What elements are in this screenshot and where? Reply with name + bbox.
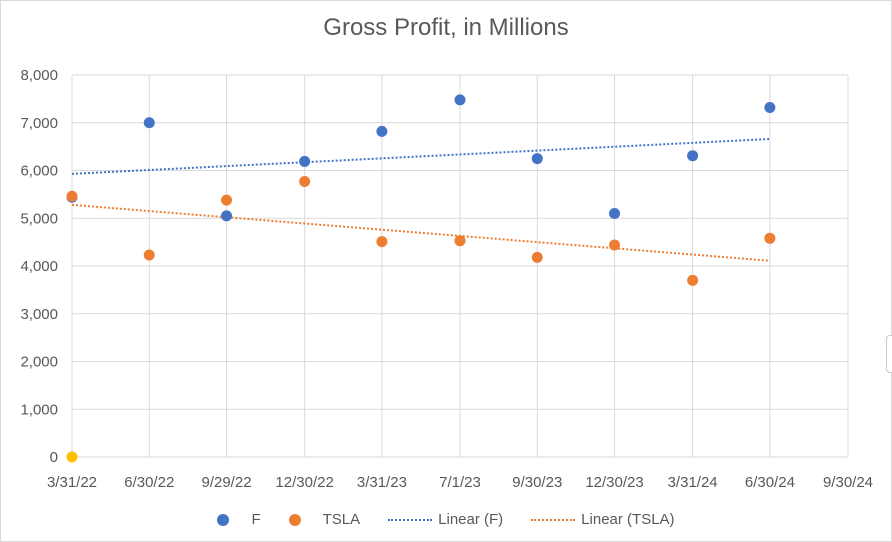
data-point xyxy=(143,117,155,129)
y-tick-label: 8,000 xyxy=(20,67,58,84)
data-point xyxy=(221,210,233,222)
legend-item-linear-tsla: Linear (TSLA) xyxy=(531,511,675,528)
legend-label-f: F xyxy=(251,511,261,528)
chart-title: Gross Profit, in Millions xyxy=(323,14,569,41)
data-point xyxy=(376,125,388,137)
x-tick-label: 9/30/23 xyxy=(512,474,562,491)
data-point xyxy=(66,451,78,463)
legend-label-linear-f: Linear (F) xyxy=(438,511,504,528)
data-point xyxy=(454,94,466,106)
data-point xyxy=(531,153,543,165)
y-tick-label: 5,000 xyxy=(20,210,58,227)
data-point xyxy=(764,232,776,244)
legend-item-f: F xyxy=(217,511,261,528)
x-tick-label: 12/30/23 xyxy=(585,474,643,491)
chart-legend: F TSLA Linear (F) Linear (TSLA) xyxy=(0,511,892,528)
data-point xyxy=(531,251,543,263)
data-point xyxy=(299,155,311,167)
legend-label-tsla: TSLA xyxy=(322,511,361,528)
x-tick-label: 12/30/22 xyxy=(275,474,333,491)
x-tick-label: 9/29/22 xyxy=(201,474,251,491)
x-tick-label: 6/30/24 xyxy=(745,474,795,491)
y-tick-label: 1,000 xyxy=(20,401,58,418)
y-tick-label: 6,000 xyxy=(20,163,58,180)
resize-handle[interactable] xyxy=(886,335,892,373)
x-tick-label: 7/1/23 xyxy=(439,474,481,491)
trendline xyxy=(71,203,770,262)
y-tick-label: 7,000 xyxy=(20,115,58,132)
legend-line-linear-tsla xyxy=(531,518,576,521)
legend-line-linear-f xyxy=(388,518,433,521)
data-point xyxy=(376,236,388,248)
data-point xyxy=(687,274,699,286)
x-tick-label: 3/31/23 xyxy=(357,474,407,491)
data-point xyxy=(454,235,466,247)
trendline xyxy=(71,137,770,175)
x-tick-label: 6/30/22 xyxy=(124,474,174,491)
legend-item-tsla: TSLA xyxy=(288,511,361,528)
data-point xyxy=(299,175,311,187)
y-tick-label: 4,000 xyxy=(20,258,58,275)
y-tick-label: 3,000 xyxy=(20,306,58,323)
data-point xyxy=(609,239,621,251)
x-tick-label: 9/30/24 xyxy=(823,474,873,491)
data-point xyxy=(687,150,699,162)
data-point xyxy=(66,190,78,202)
data-point xyxy=(609,207,621,219)
legend-marker-tsla xyxy=(288,513,301,526)
data-point xyxy=(143,249,155,261)
data-point xyxy=(221,194,233,206)
data-point xyxy=(764,101,776,113)
legend-item-linear-f: Linear (F) xyxy=(388,511,503,528)
y-tick-label: 0 xyxy=(50,449,58,466)
x-tick-label: 3/31/24 xyxy=(668,474,718,491)
y-tick-label: 2,000 xyxy=(20,354,58,371)
legend-label-linear-tsla: Linear (TSLA) xyxy=(581,511,675,528)
legend-marker-f xyxy=(217,513,230,526)
x-tick-label: 3/31/22 xyxy=(47,474,97,491)
